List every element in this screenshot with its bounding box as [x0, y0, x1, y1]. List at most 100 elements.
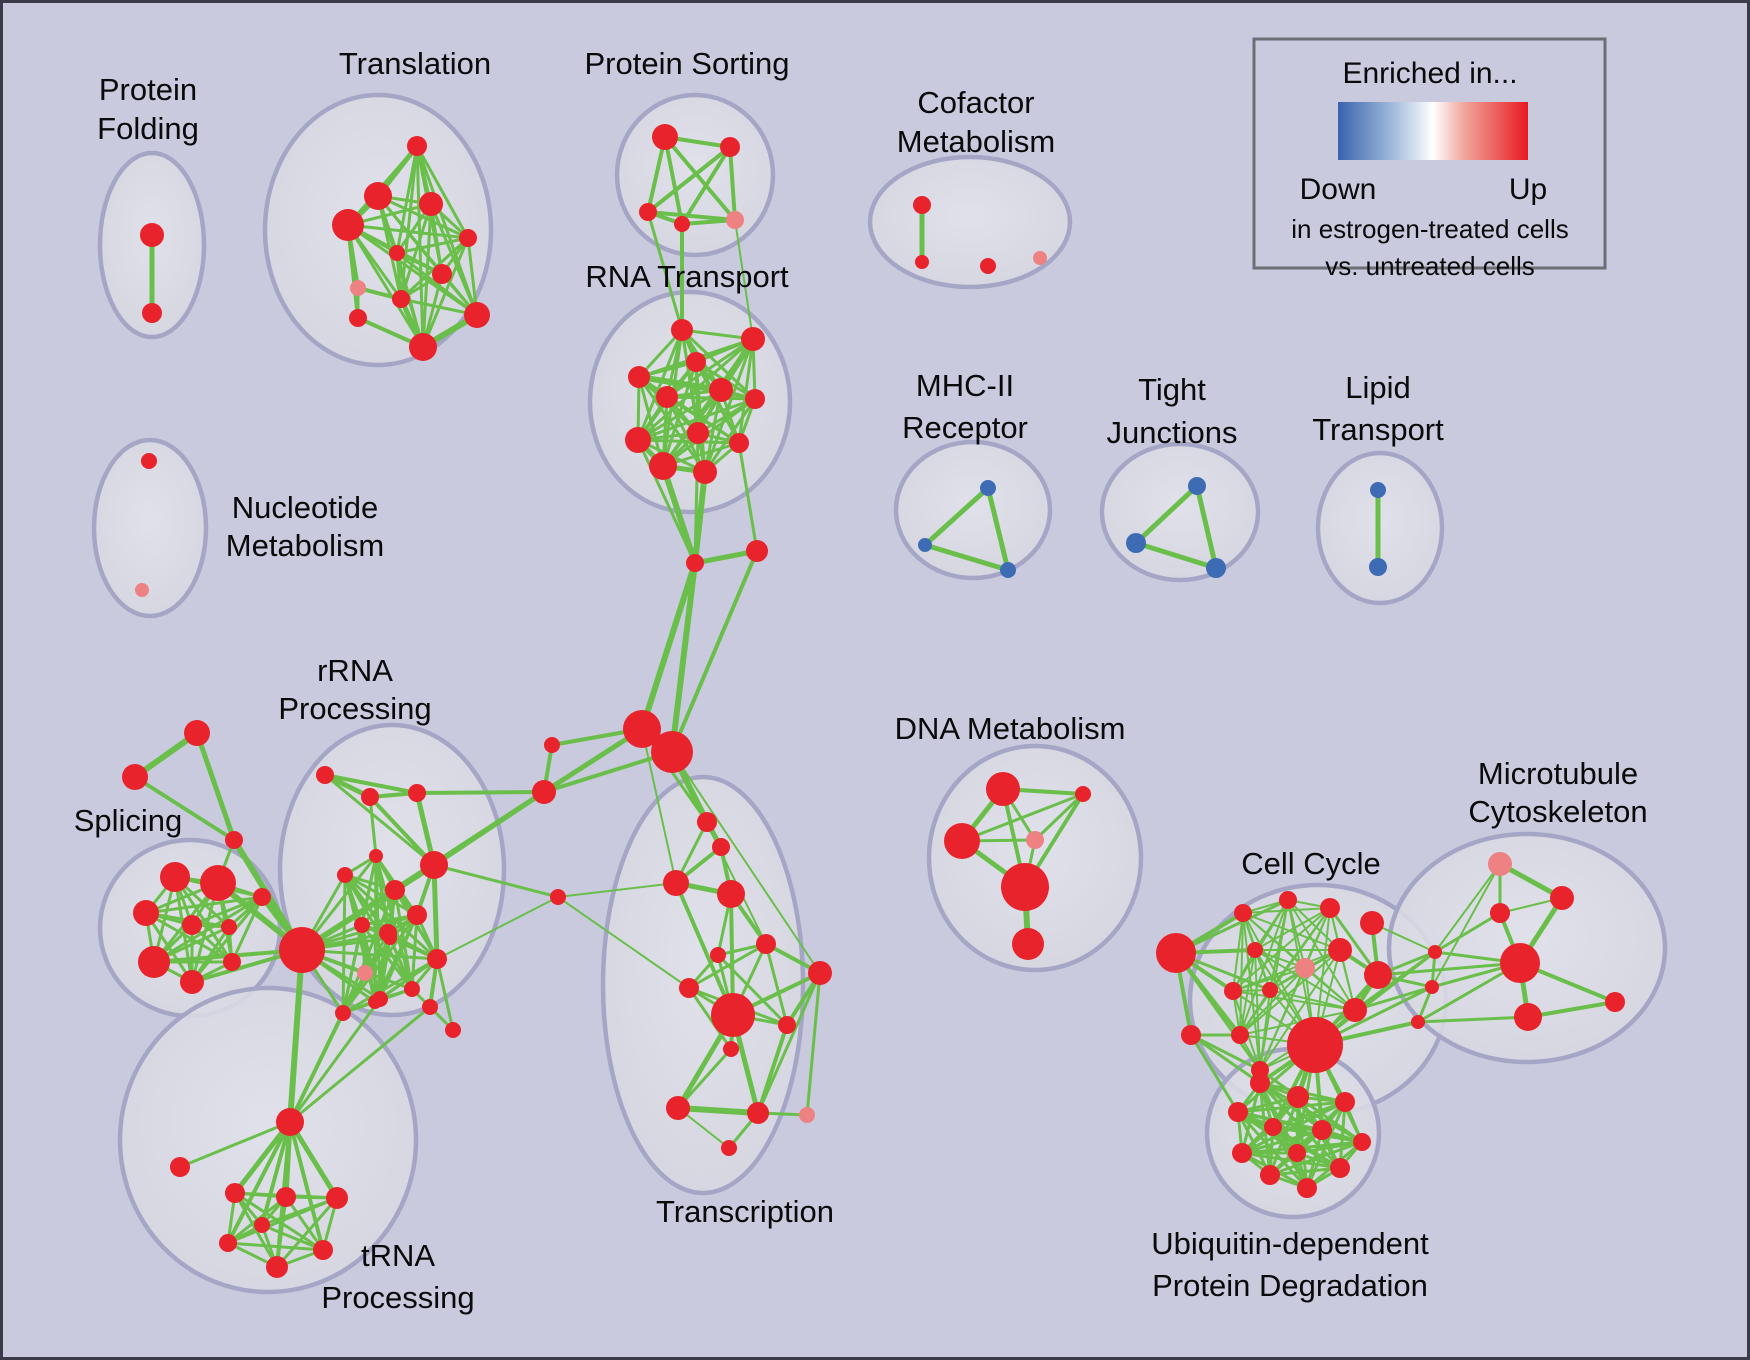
network-edge: [676, 1047, 733, 1110]
gene-set-node-52: [316, 766, 334, 784]
gene-set-node-54: [408, 784, 426, 802]
gene-set-node-76: [326, 1187, 348, 1209]
network-edge: [639, 560, 698, 732]
gene-set-node-53: [361, 788, 379, 806]
gene-set-node-7: [389, 245, 405, 261]
network-edge: [1434, 863, 1501, 953]
network-edge: [1240, 1128, 1324, 1155]
cluster-label-rna-transport-line-1: RNA Transport: [585, 259, 789, 294]
network-edge: [693, 431, 700, 565]
legend-note-line1: in estrogen-treated cells: [1291, 214, 1568, 244]
gene-set-node-103: [1320, 898, 1340, 918]
network-edge: [323, 773, 436, 867]
network-edge: [288, 1011, 345, 1124]
gene-set-node-102: [1279, 891, 1297, 909]
gene-set-node-139: [1000, 562, 1016, 578]
network-edge: [636, 388, 723, 442]
gene-set-node-125: [1250, 1073, 1270, 1093]
gene-set-node-86: [808, 961, 832, 985]
network-edge: [1236, 1100, 1347, 1114]
network-edge: [436, 896, 559, 960]
gene-set-node-27: [687, 422, 709, 444]
gene-set-node-68: [383, 931, 397, 945]
gene-set-node-87: [711, 993, 755, 1037]
gene-set-node-67: [335, 1005, 351, 1021]
network-edge: [646, 210, 684, 332]
gene-set-node-143: [1370, 482, 1386, 498]
gene-set-node-19: [671, 319, 693, 341]
cluster-label-microtubule-cytoskeleton-line-1: Microtubule: [1478, 756, 1638, 791]
cluster-ellipse-trna-processing: [117, 985, 419, 1295]
network-edge: [260, 1120, 292, 1227]
gene-set-node-78: [313, 1240, 333, 1260]
cluster-label-transcription-line-1: Transcription: [656, 1194, 834, 1229]
network-edge: [415, 790, 546, 795]
gene-set-node-148: [1033, 251, 1047, 265]
cluster-ellipse-cofactor-metabolism: [867, 154, 1073, 290]
network-edge: [323, 773, 419, 795]
gene-set-node-131: [1353, 1133, 1371, 1151]
network-edge: [260, 1223, 325, 1252]
network-edge: [1232, 949, 1341, 992]
network-edge: [288, 1005, 432, 1124]
network-edge: [341, 913, 419, 1015]
gene-set-node-55: [420, 851, 448, 879]
network-nodes-layer: [122, 124, 1625, 1278]
gene-set-node-37: [550, 889, 566, 905]
network-edge: [922, 542, 1011, 573]
gene-set-node-88: [778, 1016, 796, 1034]
network-edge: [636, 328, 684, 442]
cluster-ellipse-nucleotide-metabolism: [91, 437, 209, 619]
cluster-label-microtubule-cytoskeleton-line-2: Cytoskeleton: [1468, 794, 1647, 829]
cluster-label-protein-sorting-line-1: Protein Sorting: [584, 46, 789, 81]
gene-set-node-82: [717, 880, 745, 908]
cluster-ellipse-tight-junctions: [1099, 441, 1261, 583]
cluster-ellipse-ubiquitin-dependent-protein-degradation: [1204, 1046, 1382, 1220]
gene-set-node-116: [1488, 852, 1512, 876]
gene-set-node-147: [980, 258, 996, 274]
gene-set-node-144: [1369, 558, 1387, 576]
network-edge: [636, 397, 757, 442]
network-edge: [395, 236, 470, 255]
gene-set-node-93: [721, 1140, 737, 1156]
gene-set-node-97: [1026, 831, 1044, 849]
network-edge: [230, 895, 264, 964]
cluster-ellipse-mhc-ii-receptor: [893, 439, 1053, 581]
gene-set-node-115: [1343, 998, 1367, 1022]
gene-set-node-127: [1335, 1092, 1355, 1112]
gene-set-node-84: [710, 947, 726, 963]
network-edge: [232, 1119, 293, 1196]
gene-set-node-48: [138, 946, 170, 978]
network-edge: [1416, 1015, 1530, 1024]
gene-set-node-20: [741, 327, 765, 351]
gene-set-node-126: [1287, 1086, 1309, 1108]
gene-set-node-117: [1550, 886, 1574, 910]
gene-set-node-14: [652, 124, 678, 150]
cluster-labels-layer: Protein Folding Translation Protein Sorting…: [74, 46, 1648, 1315]
gene-set-node-74: [225, 1183, 245, 1203]
gene-set-node-145: [913, 196, 931, 214]
network-edge: [432, 863, 560, 899]
network-edge: [1259, 949, 1341, 1071]
gene-set-node-75: [276, 1187, 296, 1207]
network-edge: [660, 463, 698, 566]
network-edge: [226, 1120, 292, 1245]
gene-set-node-99: [1012, 928, 1044, 960]
network-edge: [288, 997, 382, 1124]
network-edge: [1376, 961, 1522, 977]
network-edge: [641, 728, 677, 884]
network-edge: [431, 862, 440, 962]
gene-set-node-50: [223, 953, 241, 971]
network-edge: [1433, 911, 1502, 954]
gene-set-node-16: [639, 203, 657, 221]
network-edge: [1287, 899, 1341, 951]
gene-set-node-29: [649, 452, 677, 480]
gene-set-node-63: [357, 965, 373, 981]
gene-set-node-17: [674, 216, 690, 232]
gene-set-node-123: [1425, 980, 1439, 994]
gene-set-node-128: [1228, 1102, 1248, 1122]
cluster-label-rrna-processing-line-2: Processing: [278, 691, 431, 726]
network-edge: [341, 957, 439, 1015]
gene-set-node-112: [1181, 1025, 1201, 1045]
